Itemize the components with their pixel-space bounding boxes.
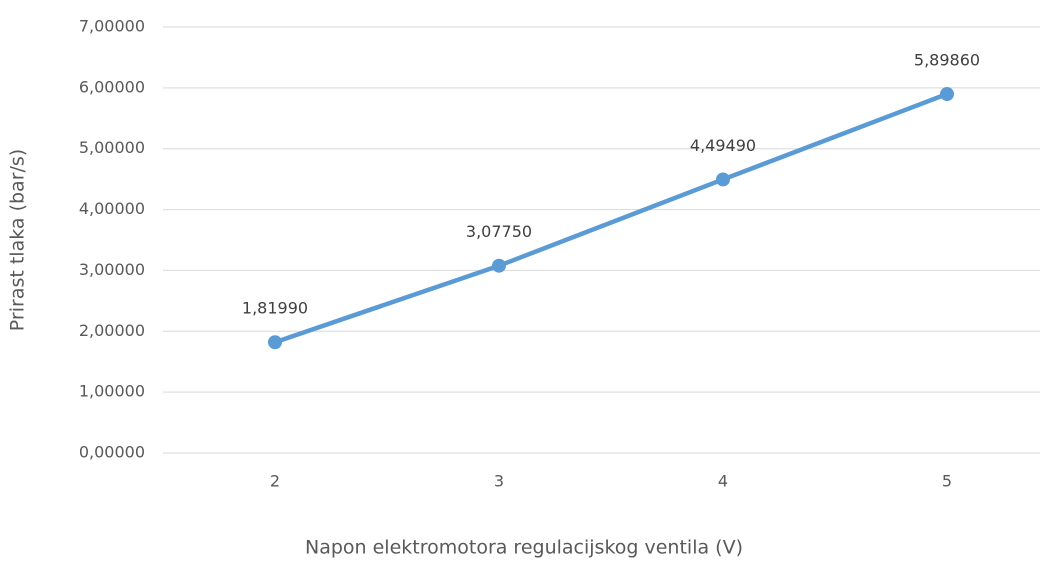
data-label: 1,81990 — [242, 299, 308, 318]
x-tick-label: 3 — [494, 472, 504, 491]
data-label: 3,07750 — [466, 222, 532, 241]
y-tick-label: 4,00000 — [79, 199, 145, 218]
y-tick-label: 7,00000 — [79, 17, 145, 36]
y-tick-label: 1,00000 — [79, 382, 145, 401]
y-tick-label: 3,00000 — [79, 260, 145, 279]
data-label: 4,49490 — [690, 136, 756, 155]
x-tick-label: 5 — [942, 472, 952, 491]
data-label: 5,89860 — [914, 51, 980, 70]
y-tick-label: 5,00000 — [79, 138, 145, 157]
y-tick-label: 6,00000 — [79, 77, 145, 96]
x-tick-label: 2 — [270, 472, 280, 491]
data-line — [272, 91, 950, 345]
y-tick-label: 2,00000 — [79, 321, 145, 340]
data-point — [716, 172, 730, 187]
data-point — [492, 258, 506, 273]
data-point — [940, 87, 954, 102]
y-axis-title: Prirast tlaka (bar/s) — [7, 149, 29, 331]
x-axis-title: Napon elektromotora regulacijskog ventil… — [305, 537, 743, 559]
y-tick-label: 0,00000 — [79, 443, 145, 462]
data-point — [268, 335, 282, 350]
x-tick-label: 4 — [718, 472, 728, 491]
